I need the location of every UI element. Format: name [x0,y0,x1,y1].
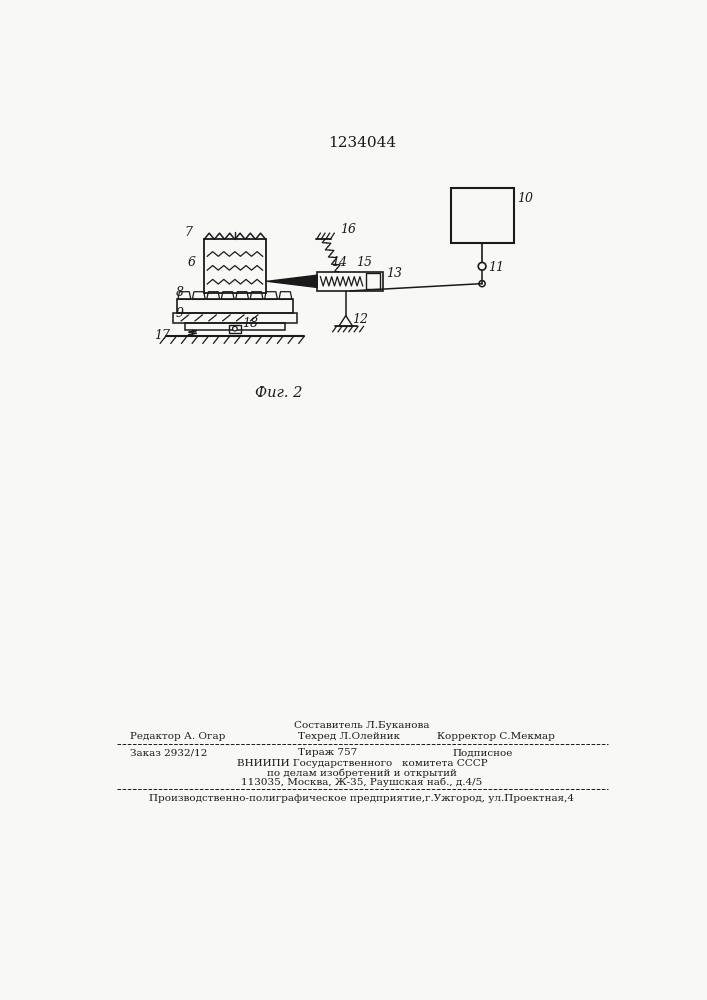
Text: Производственно-полиграфическое предприятие,г.Ужгород, ул.Проектная,4: Производственно-полиграфическое предприя… [149,794,575,803]
Bar [366,273,380,289]
Polygon shape [267,275,317,287]
Bar [204,239,266,293]
Text: 11: 11 [489,261,504,274]
Text: 13: 13 [386,267,402,280]
Text: ВНИИПИ Государственного   комитета СССР: ВНИИПИ Государственного комитета СССР [237,759,487,768]
Text: по делам изобретений и открытий: по делам изобретений и открытий [267,768,457,778]
Text: 15: 15 [356,256,372,269]
Text: 10: 10 [517,192,532,205]
Circle shape [233,326,238,331]
Text: 18: 18 [243,317,259,330]
Text: Фиг. 2: Фиг. 2 [255,386,303,400]
Text: 6: 6 [187,256,195,269]
Text: 1234044: 1234044 [328,136,396,150]
Text: Заказ 2932/12: Заказ 2932/12 [130,748,208,757]
Circle shape [479,281,485,287]
Text: 7: 7 [185,226,193,238]
Bar [185,323,285,330]
Text: Подписное: Подписное [452,748,513,757]
Text: 14: 14 [331,256,347,269]
Text: Редактор А. Огар: Редактор А. Огар [130,732,226,741]
Text: 9: 9 [175,307,184,320]
Text: Корректор С.Мекмар: Корректор С.Мекмар [437,732,554,741]
Bar [229,325,241,333]
Text: 16: 16 [340,223,356,236]
Text: Техред Л.Олейник: Техред Л.Олейник [298,732,400,741]
Text: 8: 8 [175,286,184,299]
Text: 12: 12 [352,313,368,326]
Bar [177,299,293,313]
Bar [317,272,382,291]
Text: Тираж 757: Тираж 757 [298,748,357,757]
Text: 17: 17 [154,329,170,342]
Bar [450,188,514,243]
Bar [173,313,296,323]
Text: 113035, Москва, Ж-35, Раушская наб., д.4/5: 113035, Москва, Ж-35, Раушская наб., д.4… [241,777,483,787]
Text: Составитель Л.Буканова: Составитель Л.Буканова [294,721,430,730]
Circle shape [478,262,486,270]
